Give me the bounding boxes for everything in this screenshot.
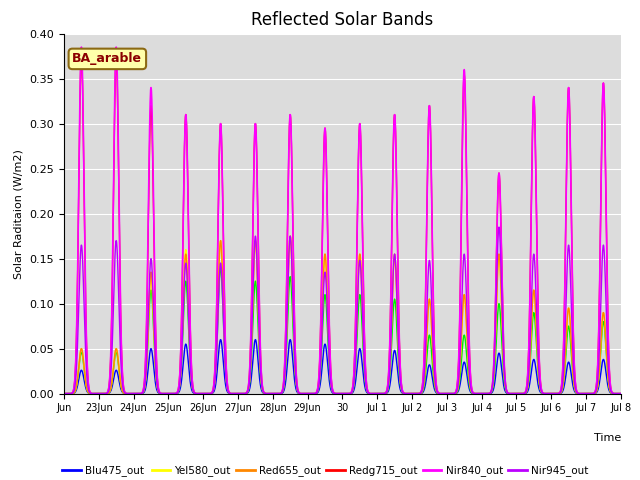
Redg715_out bbox=[393, 206, 401, 212]
Nir840_out bbox=[523, 384, 531, 390]
Line: Nir840_out: Nir840_out bbox=[64, 47, 621, 394]
Nir840_out bbox=[617, 391, 625, 396]
Yel580_out bbox=[495, 252, 503, 257]
Line: Yel580_out: Yel580_out bbox=[64, 236, 621, 394]
Nir945_out bbox=[495, 224, 503, 230]
Blu475_out bbox=[60, 391, 68, 396]
Blu475_out bbox=[364, 390, 371, 396]
Grn535_out bbox=[393, 328, 401, 334]
Yel580_out bbox=[364, 388, 371, 394]
Nir840_out bbox=[176, 375, 184, 381]
Redg715_out bbox=[60, 391, 68, 396]
Nir945_out bbox=[523, 388, 531, 394]
Grn535_out bbox=[495, 301, 503, 307]
Red655_out bbox=[175, 384, 183, 389]
Line: Redg715_out: Redg715_out bbox=[64, 56, 621, 394]
Red655_out bbox=[537, 388, 545, 394]
Red655_out bbox=[523, 389, 531, 395]
Redg715_out bbox=[176, 375, 184, 381]
Grn535_out bbox=[175, 385, 183, 391]
Title: Reflected Solar Bands: Reflected Solar Bands bbox=[252, 11, 433, 29]
Yel580_out bbox=[60, 391, 68, 396]
Red655_out bbox=[60, 391, 68, 396]
Blu475_out bbox=[495, 350, 503, 356]
Yel580_out bbox=[523, 389, 531, 395]
Blu475_out bbox=[523, 390, 531, 396]
Nir945_out bbox=[495, 225, 503, 230]
Nir945_out bbox=[393, 294, 401, 300]
Yel580_out bbox=[393, 301, 401, 307]
Grn535_out bbox=[523, 389, 531, 395]
Nir840_out bbox=[364, 385, 371, 391]
Blu475_out bbox=[217, 337, 225, 343]
Nir945_out bbox=[617, 391, 625, 396]
Nir945_out bbox=[363, 388, 371, 394]
Red655_out bbox=[364, 388, 371, 394]
Redg715_out bbox=[617, 391, 625, 396]
Line: Grn535_out: Grn535_out bbox=[64, 268, 621, 394]
Redg715_out bbox=[364, 385, 371, 391]
Nir840_out bbox=[60, 391, 68, 396]
Nir945_out bbox=[60, 391, 68, 396]
Nir840_out bbox=[393, 206, 401, 212]
Grn535_out bbox=[537, 389, 545, 395]
Line: Nir945_out: Nir945_out bbox=[64, 227, 621, 394]
Blu475_out bbox=[537, 390, 545, 396]
Red655_out bbox=[287, 233, 294, 239]
Grn535_out bbox=[217, 265, 225, 271]
Yel580_out bbox=[175, 384, 183, 389]
Nir945_out bbox=[175, 384, 183, 390]
Nir945_out bbox=[537, 387, 545, 393]
Text: BA_arable: BA_arable bbox=[72, 52, 142, 65]
Red655_out bbox=[617, 391, 625, 396]
Yel580_out bbox=[287, 233, 294, 239]
Nir840_out bbox=[495, 171, 503, 177]
Red655_out bbox=[495, 252, 503, 257]
Line: Blu475_out: Blu475_out bbox=[64, 340, 621, 394]
Blu475_out bbox=[393, 362, 401, 368]
Blu475_out bbox=[175, 388, 183, 394]
Grn535_out bbox=[617, 391, 625, 396]
Yel580_out bbox=[537, 388, 545, 394]
Red655_out bbox=[393, 298, 401, 304]
Redg715_out bbox=[77, 53, 85, 59]
Legend: Blu475_out, Grn535_out, Yel580_out, Red655_out, Redg715_out, Nir840_out, Nir945_: Blu475_out, Grn535_out, Yel580_out, Red6… bbox=[58, 461, 593, 480]
Nir840_out bbox=[537, 384, 545, 389]
Redg715_out bbox=[495, 171, 503, 177]
Redg715_out bbox=[523, 384, 531, 390]
Redg715_out bbox=[537, 384, 545, 389]
Yel580_out bbox=[617, 391, 625, 396]
X-axis label: Time: Time bbox=[593, 433, 621, 443]
Line: Red655_out: Red655_out bbox=[64, 236, 621, 394]
Grn535_out bbox=[60, 391, 68, 396]
Blu475_out bbox=[617, 391, 625, 396]
Nir840_out bbox=[77, 44, 85, 50]
Y-axis label: Solar Raditaion (W/m2): Solar Raditaion (W/m2) bbox=[14, 149, 24, 278]
Grn535_out bbox=[364, 389, 371, 395]
